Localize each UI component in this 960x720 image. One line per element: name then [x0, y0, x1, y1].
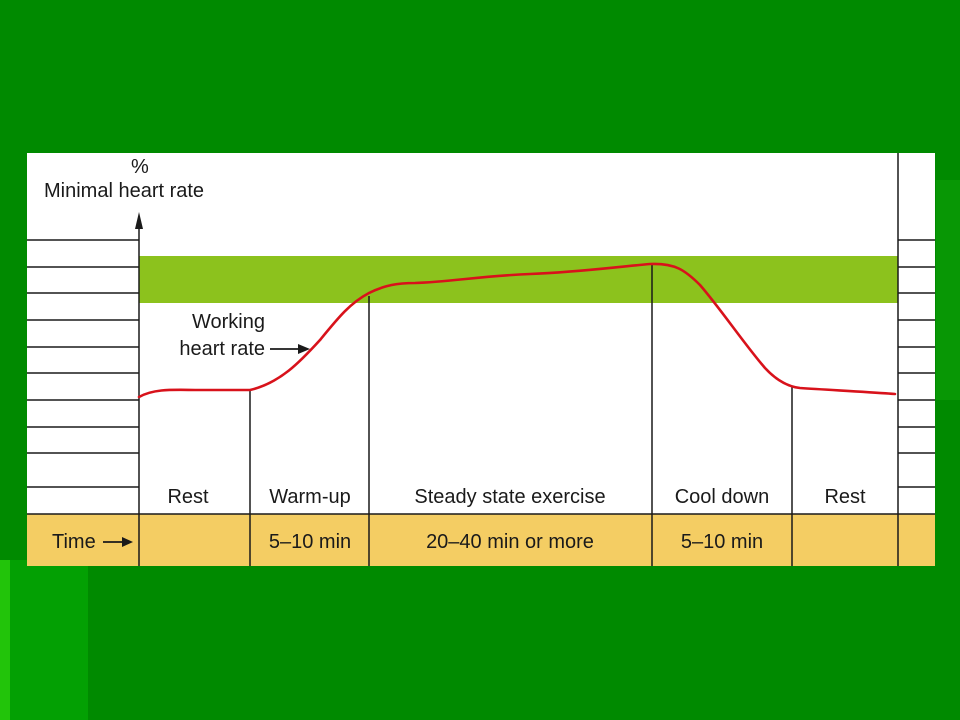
phase-label-steady-state: Steady state exercise: [414, 486, 605, 508]
y-axis-unit: %: [131, 156, 149, 178]
y-axis-label: Minimal heart rate: [44, 180, 204, 202]
phase-label-rest-1: Rest: [167, 486, 209, 508]
time-value-cool-down: 5–10 min: [681, 531, 763, 553]
right-arrow-icon: [103, 537, 133, 547]
time-value-warm-up: 5–10 min: [269, 531, 351, 553]
target-zone-band: [139, 256, 898, 303]
time-bar: [27, 514, 935, 566]
curve-label-line1: Working: [192, 311, 265, 333]
up-arrow-icon: [135, 212, 143, 229]
phase-label-warm-up: Warm-up: [269, 486, 350, 508]
time-label: Time: [52, 531, 96, 553]
curve-label-line2: heart rate: [179, 338, 265, 360]
phase-dividers: [249, 265, 793, 566]
diagram-panel: [27, 153, 935, 566]
right-scale: [898, 239, 935, 488]
right-arrow-icon: [270, 344, 310, 354]
phase-label-rest-2: Rest: [824, 486, 866, 508]
time-value-steady-state: 20–40 min or more: [426, 531, 594, 553]
heart-rate-curve: [137, 262, 897, 399]
left-scale: [27, 239, 139, 488]
phase-label-cool-down: Cool down: [675, 486, 770, 508]
